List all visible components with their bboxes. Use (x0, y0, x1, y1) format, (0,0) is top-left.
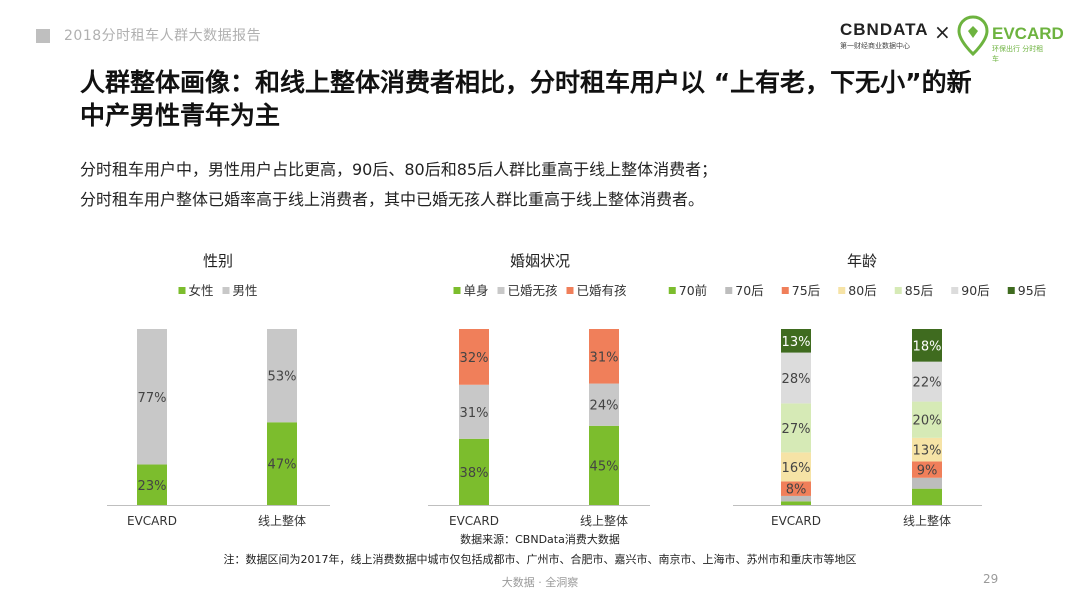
legend-label: 90后 (961, 283, 989, 298)
times-icon: × (934, 20, 951, 44)
bar-segment (267, 329, 297, 423)
report-title: 2018分时租车人群大数据报告 (64, 28, 262, 44)
evcard-pin-icon (957, 15, 989, 57)
category-label: EVCARD (127, 514, 177, 528)
bar-segment (459, 384, 489, 439)
legend-swatch (725, 287, 733, 294)
bar-segment (912, 461, 942, 478)
bar-segment (137, 464, 167, 505)
bar-segment (589, 383, 619, 426)
summary-line-1: 分时租车用户中，男性用户占比更高，90后、80后和85后人群比重高于线上整体消费… (80, 160, 718, 179)
data-source-note: 数据来源：CBNData消费大数据 (460, 533, 620, 546)
page-title: 人群整体画像：和线上整体消费者相比，分时租车用户以 “上有老，下无小”的新中产男… (80, 68, 972, 130)
bar-segment (781, 403, 811, 453)
chart-title: 性别 (203, 252, 233, 270)
legend-swatch (178, 287, 186, 294)
bar-segment (589, 329, 619, 384)
bar-segment (781, 481, 811, 496)
bar-segment (459, 438, 489, 505)
legend-swatch (222, 287, 230, 294)
bar-segment (912, 329, 942, 362)
category-label: 线上整体 (580, 513, 628, 528)
data-label: 53% (268, 370, 297, 385)
category-label: 线上整体 (903, 513, 951, 528)
chart-title: 年龄 (847, 252, 877, 270)
page-number: 29 (983, 572, 999, 586)
data-label: 18% (913, 339, 942, 354)
data-label: 31% (460, 406, 489, 421)
legend-label: 95后 (1018, 283, 1046, 298)
bar-segment (781, 495, 811, 502)
cbndata-logo: CBNDATA (840, 20, 929, 39)
bar-segment (781, 329, 811, 353)
legend-swatch (838, 287, 846, 294)
legend-swatch (497, 287, 505, 294)
data-label: 16% (782, 461, 811, 476)
legend-label: 单身 (464, 283, 489, 298)
data-label: 28% (782, 372, 811, 387)
data-label: 22% (913, 376, 942, 391)
legend-swatch (894, 287, 902, 294)
evcard-logo: EVCARD (992, 24, 1064, 43)
category-label: EVCARD (771, 514, 821, 528)
cbndata-subtitle: 第一财经商业数据中心 (840, 42, 910, 50)
chart-title: 婚姻状况 (510, 252, 570, 270)
legend-label: 80后 (848, 283, 876, 298)
data-label: 77% (138, 391, 167, 406)
data-label: 13% (782, 335, 811, 350)
footer-slogan: 大数据 · 全洞察 (501, 576, 579, 589)
legend-swatch (453, 287, 461, 294)
bar-segment (912, 488, 942, 505)
data-label: 9% (917, 464, 938, 479)
bar-segment (912, 437, 942, 462)
data-label: 23% (138, 479, 167, 494)
legend-label: 85后 (905, 283, 933, 298)
legend-label: 70后 (735, 283, 763, 298)
legend-label: 男性 (233, 283, 258, 298)
legend-swatch (781, 287, 789, 294)
legend-label: 已婚有孩 (577, 283, 627, 298)
legend-swatch (566, 287, 574, 294)
bar-segment (589, 425, 619, 505)
legend-label: 75后 (792, 283, 820, 298)
legend-label: 女性 (189, 283, 214, 298)
data-label: 8% (786, 483, 807, 498)
bar-segment (137, 329, 167, 465)
category-label: EVCARD (449, 514, 499, 528)
bar-segment (912, 477, 942, 489)
data-label: 31% (590, 350, 619, 365)
legend-label: 已婚无孩 (508, 283, 558, 298)
data-label: 38% (460, 466, 489, 481)
data-label: 27% (782, 422, 811, 437)
bar-segment (912, 401, 942, 438)
legend-label: 70前 (679, 283, 707, 298)
data-label: 47% (268, 458, 297, 473)
header-square-icon (36, 29, 50, 43)
evcard-subtitle: 环保出行 分时租车 (992, 45, 1044, 63)
data-label: 32% (460, 351, 489, 366)
summary-line-2: 分时租车用户整体已婚率高于线上消费者，其中已婚无孩人群比重高于线上整体消费者。 (80, 190, 705, 209)
category-label: 线上整体 (258, 513, 306, 528)
data-label: 20% (913, 414, 942, 429)
bar-segment (459, 329, 489, 385)
legend-swatch (1007, 287, 1015, 294)
legend-swatch (668, 287, 676, 294)
bar-segment (912, 361, 942, 402)
data-label: 24% (590, 399, 619, 414)
legend-swatch (951, 287, 959, 294)
bar-segment (781, 452, 811, 482)
bar-segment (267, 422, 297, 505)
region-note: 注：数据区间为2017年，线上消费数据中城市仅包括成都市、广州市、合肥市、嘉兴市… (223, 553, 857, 566)
brand-logos: CBNDATA 第一财经商业数据中心 × EVCARD 环保出行 分时租车 (840, 15, 1064, 63)
bar-segment (781, 501, 811, 505)
data-label: 45% (590, 459, 619, 474)
data-label: 13% (913, 444, 942, 459)
bar-segment (781, 352, 811, 404)
